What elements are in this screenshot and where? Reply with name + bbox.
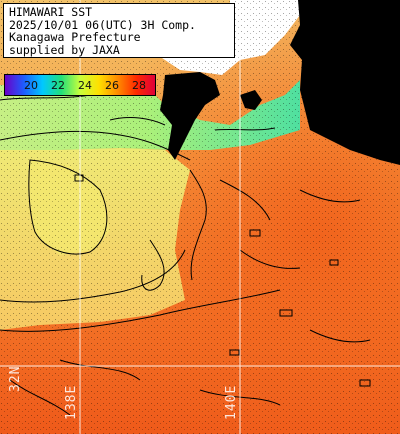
scale-label-26: 26 (105, 79, 119, 92)
title-line-2: 2025/10/01 06(UTC) 3H Comp. (9, 17, 196, 32)
scale-label-22: 22 (51, 79, 65, 92)
lon-label-140e: 140E (224, 384, 239, 420)
scale-label-20: 20 (24, 79, 38, 92)
sst-color-scale: 20 22 24 26 28 (4, 74, 156, 96)
title-line-4: supplied by JAXA (9, 42, 120, 57)
lat-label-32n: 32N (8, 365, 23, 392)
title-line-1: HIMAWARI SST (9, 5, 93, 19)
info-box: HIMAWARI SST 2025/10/01 06(UTC) 3H Comp.… (3, 3, 235, 58)
scale-label-24: 24 (78, 79, 92, 92)
title-line-3: Kanagawa Prefecture (9, 30, 141, 44)
lon-label-138e: 138E (64, 384, 79, 420)
sst-contours (0, 94, 371, 416)
scale-label-28: 28 (132, 79, 146, 92)
